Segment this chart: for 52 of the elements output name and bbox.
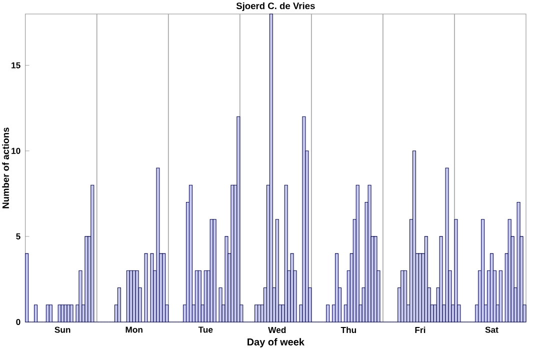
bar [218, 288, 222, 322]
bar [290, 253, 294, 322]
bar [326, 304, 330, 322]
bar [48, 304, 52, 322]
y-tick-label: 0 [16, 318, 20, 326]
bar [404, 270, 408, 322]
bar [490, 253, 494, 322]
bar [374, 236, 378, 322]
bar [284, 184, 288, 322]
bar [445, 168, 449, 322]
bar [424, 236, 428, 322]
x-axis-title: Day of week [248, 338, 304, 348]
bar [150, 253, 154, 322]
bar [70, 304, 74, 322]
y-axis-title: Number of actions [2, 128, 9, 208]
x-tick-label: Mon [126, 326, 142, 333]
bar [198, 270, 202, 322]
bar [454, 219, 458, 322]
x-tick-label: Sun [54, 326, 70, 333]
bar [188, 184, 192, 322]
bar [144, 253, 148, 322]
x-tick-label: Thu [340, 326, 356, 334]
bar [335, 253, 339, 322]
bar [78, 270, 82, 322]
bar [481, 219, 485, 322]
y-tick-label: 15 [12, 62, 20, 68]
x-tick-label: Sat [485, 326, 498, 333]
bar [212, 219, 216, 322]
bar [412, 150, 416, 322]
bar [162, 253, 166, 322]
bar [439, 236, 443, 322]
bar [90, 184, 94, 322]
bar [498, 270, 502, 322]
bar [156, 168, 160, 322]
x-tick-label: Wed [268, 326, 286, 334]
bar [516, 202, 520, 322]
x-tick-label: Fri [415, 326, 426, 333]
bar [368, 184, 372, 322]
bar [135, 270, 139, 322]
bar [356, 184, 360, 322]
chart-title: Sjoerd C. de Vries [236, 2, 315, 12]
bar [236, 116, 240, 322]
x-tick-label: Tue [198, 326, 213, 333]
bar [34, 304, 38, 322]
bar [25, 253, 29, 322]
y-tick-label: 5 [16, 233, 20, 240]
bar [117, 288, 121, 322]
bar [302, 116, 306, 322]
bar [275, 219, 279, 322]
bar [224, 236, 228, 322]
y-tick-label: 10 [12, 148, 20, 154]
bar [269, 14, 273, 322]
